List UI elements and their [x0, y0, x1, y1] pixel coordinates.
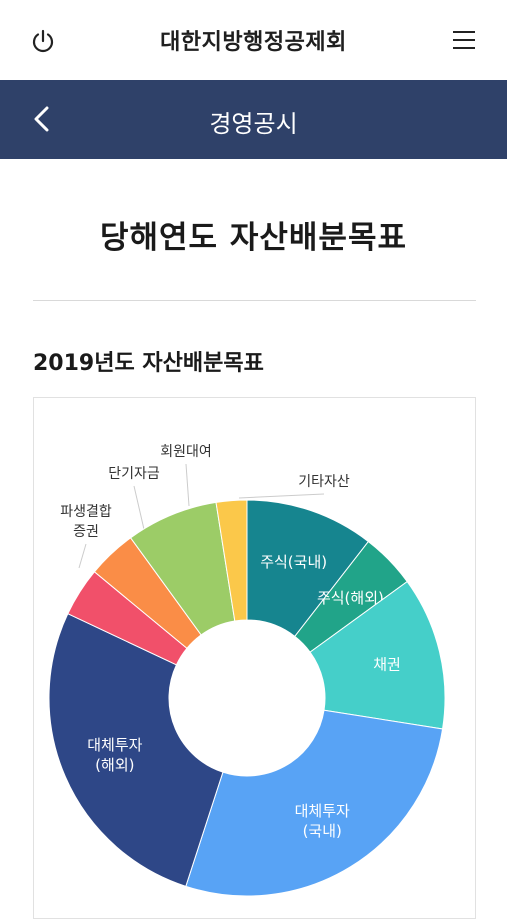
label-leader-line: [78, 543, 87, 569]
slice-label: 파생결합 증권: [60, 504, 112, 540]
chevron-left-icon[interactable]: [28, 102, 58, 136]
label-leader-line: [238, 493, 325, 499]
slice-label: 단기자금: [108, 466, 160, 482]
slice-label: 대체투자 (국내): [295, 802, 350, 840]
page-title: 당해연도 자산배분목표: [100, 220, 407, 256]
pie-slice: [246, 499, 370, 638]
label-leader-line: [185, 463, 190, 507]
hamburger-menu-icon[interactable]: [451, 28, 477, 52]
slice-label: 대체투자 (해외): [87, 736, 142, 774]
power-icon[interactable]: [30, 28, 56, 54]
pie-slice: [48, 613, 224, 887]
slice-label: 기타자산: [298, 474, 350, 490]
slice-label: 채권: [373, 655, 401, 673]
slice-label: 회원대여: [160, 444, 212, 460]
pie-slice: [215, 499, 248, 622]
nav-title: 경영공시: [209, 110, 298, 138]
section-title: 2019년도 자산배분목표: [33, 351, 264, 376]
slice-label: 주식(해외): [317, 589, 384, 607]
divider: [33, 300, 476, 301]
app-title: 대한지방행정공제회: [160, 30, 347, 55]
app-header: 대한지방행정공제회: [0, 0, 507, 80]
pie-slice: [309, 580, 446, 730]
slice-label: 주식(국내): [260, 553, 327, 571]
nav-bar: 경영공시: [0, 80, 507, 159]
pie-slice: [185, 709, 444, 897]
